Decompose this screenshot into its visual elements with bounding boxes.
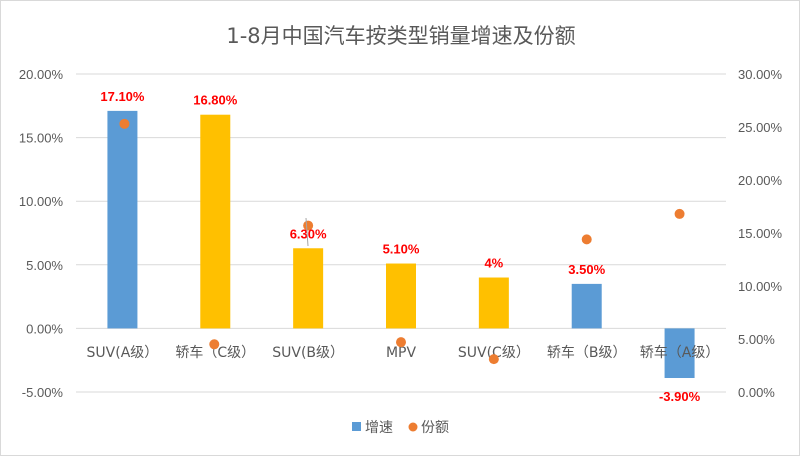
data-label: 16.80%	[193, 93, 238, 108]
leader-line	[305, 217, 309, 247]
bar	[664, 328, 695, 379]
category-label: MPV	[386, 345, 417, 361]
share-point	[303, 220, 314, 231]
legend-label-growth: 增速	[365, 420, 393, 436]
share-point	[488, 354, 499, 365]
category-label: SUV(B级）	[272, 345, 344, 361]
legend-swatch-share	[408, 422, 418, 432]
left-axis-tick: 15.00%	[19, 131, 64, 146]
share-point	[119, 118, 130, 129]
right-axis-tick: 5.00%	[738, 332, 775, 347]
category-label: 轿车（A级）	[640, 344, 720, 361]
category-label: 轿车（C级）	[175, 344, 255, 361]
data-label: 5.10%	[383, 242, 420, 257]
legend-label-share: 份额	[421, 420, 449, 436]
bar	[386, 263, 416, 329]
data-label: 3.50%	[568, 262, 605, 277]
right-axis-tick: 25.00%	[738, 120, 783, 135]
bar	[107, 110, 138, 329]
bar	[478, 277, 509, 329]
share-point	[209, 339, 220, 350]
chart-title: 1-8月中国汽车按类型销量增速及份额	[226, 24, 575, 48]
share-point	[396, 337, 406, 348]
left-axis-tick: -5.00%	[22, 385, 64, 400]
legend-swatch-growth	[352, 422, 361, 431]
right-axis-tick: 30.00%	[738, 67, 783, 82]
bar	[571, 283, 602, 329]
data-label: -3.90%	[659, 389, 701, 404]
left-axis-tick: 5.00%	[26, 258, 63, 273]
right-axis-tick: 0.00%	[738, 385, 775, 400]
right-axis-tick: 20.00%	[738, 173, 783, 188]
left-axis-tick: 20.00%	[19, 67, 64, 82]
right-axis-tick: 10.00%	[738, 279, 783, 294]
category-label: 轿车（B级）	[547, 344, 627, 361]
bar	[293, 248, 324, 329]
data-label: 17.10%	[100, 89, 145, 104]
share-point	[581, 234, 592, 245]
category-label: SUV(C级）	[458, 345, 530, 361]
data-label: 6.30%	[290, 226, 327, 241]
legend: 增速 份额	[352, 420, 449, 436]
left-axis-tick: 0.00%	[26, 321, 63, 336]
share-point	[674, 208, 685, 219]
category-label: SUV(A级）	[87, 345, 159, 361]
right-axis-tick: 15.00%	[738, 226, 783, 241]
data-label: 4%	[484, 256, 503, 271]
left-axis-tick: 10.00%	[19, 194, 64, 209]
bar	[200, 114, 231, 329]
